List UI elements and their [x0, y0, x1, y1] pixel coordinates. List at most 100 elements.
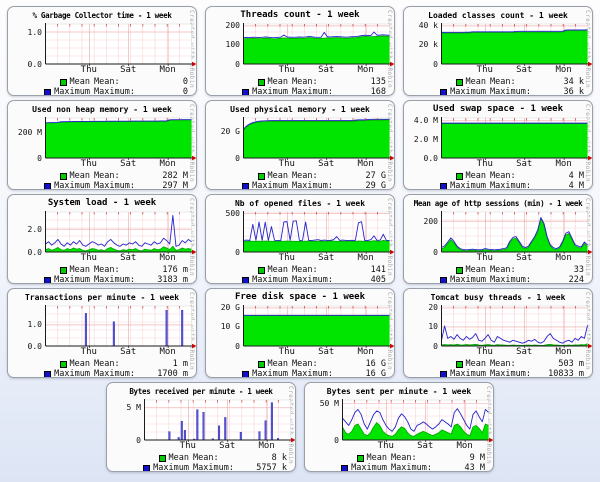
maximum-swatch-icon — [440, 370, 448, 377]
chart-title: Bytes received per minute - 1 week — [129, 387, 273, 396]
legend-label: Maximum — [351, 462, 387, 472]
legend-stat-name: Mean: — [292, 76, 318, 87]
y-tick-label: 40 k — [418, 21, 438, 31]
chart-panel[interactable]: Created with JRobin Loaded classes count… — [403, 6, 593, 96]
legend-row: Mean Mean: 1 m — [8, 359, 196, 369]
legend-row: Mean Mean: 33 — [404, 265, 592, 275]
x-tick-label: Sat — [516, 159, 533, 169]
legend-row: Maximum Maximum: 4 M — [404, 180, 592, 190]
legend-stat-name: Mean: — [193, 452, 219, 463]
chart-panel[interactable]: Created with JRobin Free disk space - 1 … — [205, 288, 395, 378]
mean-swatch-icon — [59, 360, 67, 368]
chart-row-5: Created with JRobin Bytes received per m… — [0, 382, 600, 472]
chart-panel[interactable]: Created with JRobin Nb of opened files -… — [205, 194, 395, 284]
x-tick-label: Thu — [179, 441, 196, 451]
legend-stat-name: Mean: — [292, 170, 318, 181]
x-tick-label: Mon — [258, 441, 275, 451]
chart-panel[interactable]: Created with JRobin System load - 1 week… — [7, 194, 197, 284]
chart-plot — [243, 211, 394, 255]
legend-label: Mean — [267, 264, 288, 275]
x-tick-label: Sat — [219, 441, 236, 451]
y-tick-label: 0 — [433, 247, 438, 257]
chart-title: Used swap space - 1 week — [432, 104, 564, 114]
y-axis-labels: 40 k 20 k 0 — [404, 22, 440, 68]
mean-swatch-icon — [356, 454, 364, 462]
x-tick-label: Thu — [80, 159, 97, 169]
chart-legend: Mean Mean: 4 M Maximum Maximum: 4 M — [404, 170, 592, 190]
y-axis-labels: 200 100 0 — [206, 22, 242, 68]
y-tick-label: 10 — [428, 322, 438, 332]
chart-legend: Mean Mean: 0 Maximum Maximum: 0 — [8, 77, 196, 96]
legend-row: Mean Mean: 503 m — [404, 359, 592, 369]
legend-stat-name: Mean: — [490, 170, 516, 181]
x-tick-label: Mon — [159, 159, 176, 169]
chart-panel[interactable]: Created with JRobin Used physical memory… — [205, 100, 395, 190]
chart-title: Loaded classes count - 1 week — [428, 11, 568, 20]
chart-panel[interactable]: Created with JRobin Bytes received per m… — [106, 382, 296, 472]
legend-series: Maximum — [404, 181, 486, 189]
chart-plot — [441, 305, 592, 349]
x-tick-label: Thu — [278, 347, 295, 357]
legend-stat-value: 34 k — [563, 76, 584, 87]
chart-panel[interactable]: Created with JRobin Transactions per min… — [7, 288, 197, 378]
chart-plot-area: 20 10 0 Thu Sat Mon — [404, 304, 592, 359]
legend-series: Maximum — [206, 181, 288, 189]
legend-row: Maximum Maximum: 1700 m — [8, 369, 196, 377]
legend-stat-name: Mean: — [94, 358, 120, 369]
legend-stat-value: 282 M — [162, 170, 188, 181]
legend-stat-name: Mean: — [292, 358, 318, 369]
chart-panel[interactable]: Created with JRobin % Garbage Collector … — [7, 6, 197, 96]
x-tick-label: Sat — [417, 441, 434, 451]
chart-title: Free disk space - 1 week — [234, 292, 366, 302]
legend-stat-value: 4 M — [568, 180, 584, 190]
chart-title: Bytes sent per minute - 1 week — [326, 387, 472, 396]
x-tick-label: Mon — [555, 159, 572, 169]
x-tick-label: Sat — [318, 347, 335, 357]
legend-stat-name: Maximum: — [490, 180, 531, 190]
legend-row: Maximum Maximum: 224 — [404, 274, 592, 284]
legend-series: Mean — [305, 453, 387, 463]
legend-stat-name: Mean: — [391, 452, 417, 463]
legend-stat-name: Maximum: — [490, 86, 531, 96]
y-axis-labels: 200 0 — [404, 210, 440, 256]
chart-plot-area: 1.0 0.0 Thu Sat Mon — [8, 22, 196, 77]
chart-panel[interactable]: Created with JRobin Tomcat busy threads … — [403, 288, 593, 378]
legend-label: Mean — [267, 170, 288, 181]
mean-swatch-icon — [59, 78, 67, 86]
y-tick-label: 1.0 — [27, 320, 42, 330]
chart-panel[interactable]: Created with JRobin Threads count - 1 we… — [205, 6, 395, 96]
mean-swatch-icon — [455, 266, 463, 274]
legend-row: Maximum Maximum: 29 G — [206, 181, 394, 189]
legend-label: Maximum — [54, 86, 90, 96]
x-axis-labels: Thu Sat Mon — [441, 348, 587, 358]
legend-stat-value: 27 G — [365, 170, 386, 181]
chart-panel[interactable]: Created with JRobin Used non heap memory… — [7, 100, 197, 190]
legend-label: Maximum — [54, 180, 90, 190]
y-tick-label: 0 — [235, 153, 240, 163]
x-tick-label: Mon — [357, 159, 374, 169]
y-tick-label: 0.0 — [27, 247, 42, 257]
chart-panel[interactable]: Created with JRobin Used swap space - 1 … — [403, 100, 593, 190]
chart-plot-area: 1.0 0.0 Thu Sat Mon — [8, 304, 196, 359]
y-axis-labels: 20 G 10 G 0 — [206, 304, 242, 350]
maximum-swatch-icon — [143, 464, 151, 471]
x-tick-label: Thu — [278, 65, 295, 75]
chart-panel[interactable]: Created with JRobin Mean age of http ses… — [403, 194, 593, 284]
chart-panel[interactable]: Created with JRobin Bytes sent per minut… — [304, 382, 494, 472]
x-axis-labels: Thu Sat Mon — [243, 254, 389, 264]
legend-series: Mean — [206, 264, 288, 275]
y-tick-label: 20 — [428, 303, 438, 313]
legend-label: Maximum — [450, 274, 486, 284]
y-axis-labels: 2.0 0.0 — [8, 210, 44, 256]
legend-row: Maximum Maximum: 405 — [206, 275, 394, 283]
mean-swatch-icon — [257, 360, 265, 368]
legend-stat-value: 9 M — [469, 452, 485, 463]
maximum-swatch-icon — [44, 370, 52, 377]
legend-series: Maximum — [8, 86, 90, 96]
legend-row: Mean Mean: 0 — [8, 77, 196, 87]
legend-row: Maximum Maximum: 168 — [206, 87, 394, 95]
legend-stat-name: Maximum: — [391, 462, 432, 472]
x-tick-label: Mon — [159, 347, 176, 357]
legend-series: Mean — [206, 170, 288, 181]
y-axis-labels: 1.0 0.0 — [8, 304, 44, 350]
